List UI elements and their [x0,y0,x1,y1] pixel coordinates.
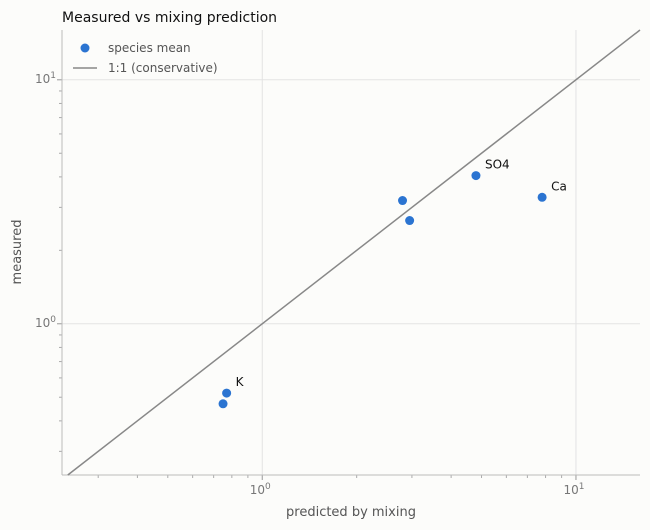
chart-title: Measured vs mixing prediction [62,10,277,26]
data-point [537,192,547,202]
legend-label-species-mean: species mean [108,41,191,55]
legend-marker-species-mean [80,43,90,53]
point-label: K [236,375,245,389]
y-axis-label: measured [10,220,25,285]
data-point [405,216,415,226]
data-point [471,171,481,181]
data-points [218,171,547,409]
x-tick-label: 101 [563,482,584,497]
reference-line-1-1 [67,29,641,476]
grid [62,30,640,475]
x-axis-label: predicted by mixing [286,505,416,520]
x-tick-label: 100 [250,482,271,497]
tick-labels: 100 101 100 101 [35,71,584,497]
legend-label-reference-line: 1:1 (conservative) [108,61,218,75]
point-labels: K SO4 Ca [236,158,567,389]
data-point [222,388,232,398]
point-label: SO4 [485,158,510,172]
reference-line-group [67,29,641,476]
y-tick-label: 100 [35,315,56,330]
axes [61,30,640,476]
y-tick-label: 101 [35,71,56,86]
legend: species mean 1:1 (conservative) [73,41,218,75]
point-label: Ca [551,179,567,193]
data-point [398,196,408,206]
data-point [218,399,228,409]
